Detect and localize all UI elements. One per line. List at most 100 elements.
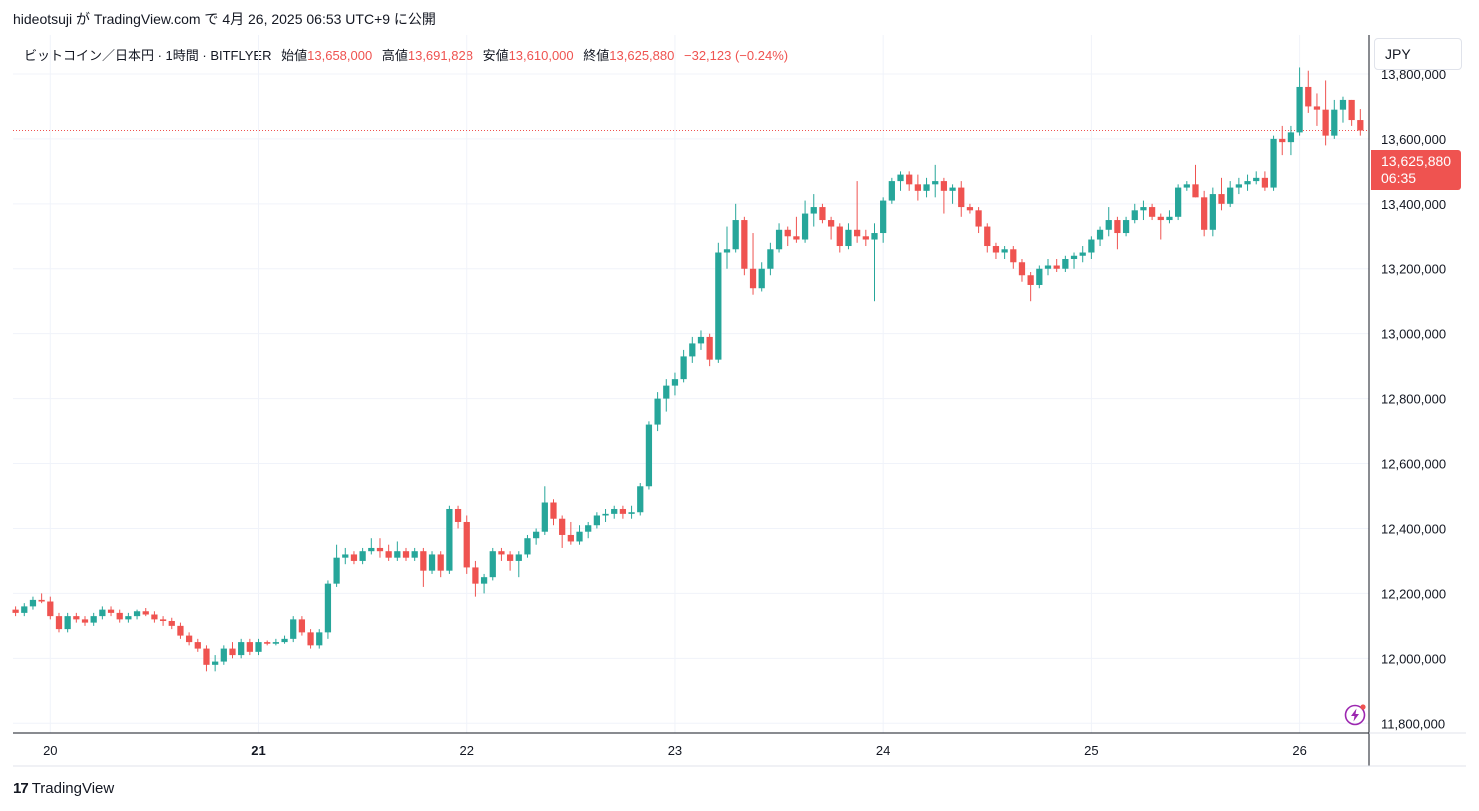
candle <box>862 229 869 247</box>
candle-body <box>1053 265 1060 269</box>
candle <box>637 483 644 516</box>
candle <box>220 645 227 665</box>
candle-body <box>628 512 635 514</box>
candle-body <box>21 606 28 613</box>
candle <box>992 242 1000 260</box>
chart-grid <box>13 35 1369 733</box>
candle-body <box>932 181 939 185</box>
candle-body <box>559 518 566 535</box>
candle <box>1296 67 1303 136</box>
candle <box>533 528 540 545</box>
candle-body <box>732 220 739 250</box>
candle <box>47 596 54 620</box>
candle-body <box>38 599 45 602</box>
candle-body <box>827 220 835 227</box>
candle <box>819 203 826 224</box>
candle-body <box>1296 86 1303 133</box>
candle <box>437 551 444 578</box>
candle <box>567 521 574 545</box>
candle-body <box>1157 216 1164 221</box>
candle <box>541 486 548 535</box>
candle <box>758 262 765 292</box>
candle <box>368 538 375 555</box>
candle <box>1018 259 1026 282</box>
candle-body <box>385 551 392 558</box>
candle-body <box>515 554 522 561</box>
candle <box>888 177 895 204</box>
candle-body <box>671 379 679 386</box>
candle-body <box>428 554 436 571</box>
candle <box>38 593 45 604</box>
candle-body <box>290 619 297 639</box>
candle-body <box>272 642 279 644</box>
candle-body <box>489 551 496 578</box>
candle-body <box>1235 184 1242 188</box>
candle <box>298 616 306 636</box>
candle-body <box>992 246 1000 253</box>
tradingview-brand[interactable]: 17 TradingView <box>13 780 114 797</box>
candle <box>255 638 262 656</box>
candle-body <box>12 609 19 613</box>
close-value: 13,625,880 <box>609 48 675 63</box>
candle-body <box>1131 210 1138 221</box>
candle <box>125 612 132 623</box>
candle <box>350 551 358 565</box>
candle <box>411 547 418 561</box>
candle <box>194 638 201 652</box>
candle-body <box>1096 229 1104 240</box>
candle-body <box>793 236 800 240</box>
lightning-icon[interactable] <box>1344 704 1366 726</box>
candle-body <box>298 619 306 633</box>
candle-body <box>715 252 722 360</box>
candle-body <box>1287 132 1295 143</box>
candle-body <box>316 632 323 646</box>
candle-body <box>897 174 904 182</box>
candle-body <box>472 567 479 584</box>
candle <box>142 608 149 617</box>
candle <box>689 336 696 363</box>
candle <box>645 421 653 490</box>
candle-body <box>880 200 887 234</box>
candle-body <box>854 229 861 237</box>
candle <box>1244 174 1251 191</box>
candle <box>576 525 583 545</box>
candle-body <box>567 534 574 542</box>
candle-body <box>402 551 410 558</box>
candle <box>133 609 141 620</box>
candle <box>1157 213 1164 240</box>
candle <box>1105 207 1112 237</box>
candle <box>394 541 401 561</box>
candle <box>29 596 37 610</box>
candle-body <box>949 187 956 191</box>
candle <box>906 171 913 191</box>
candle-body <box>775 229 783 250</box>
candle <box>741 216 748 276</box>
candle-body <box>758 268 765 289</box>
candle-body <box>437 554 444 571</box>
last-price-tag: 13,625,880 06:35 <box>1371 150 1461 190</box>
candle <box>1166 210 1173 224</box>
candle-body <box>741 220 748 269</box>
candle-body <box>125 616 132 620</box>
candle <box>1070 252 1078 269</box>
candle <box>732 203 739 253</box>
candle <box>342 547 349 565</box>
candle <box>611 505 618 519</box>
candle <box>680 349 687 383</box>
candle-body <box>463 521 470 568</box>
currency-selector[interactable]: JPY <box>1374 38 1462 70</box>
ohlc-legend: ビットコイン／日本円 · 1時間 · BITFLYER 始値13,658,000… <box>24 45 788 64</box>
candle <box>420 547 427 587</box>
high-value: 13,691,828 <box>407 48 473 63</box>
candle <box>168 617 175 630</box>
candle-body <box>159 619 167 621</box>
y-tick-label: 12,600,000 <box>1381 457 1446 472</box>
candle-body <box>784 229 791 237</box>
candle-body <box>576 531 583 542</box>
candle <box>1339 96 1347 123</box>
candle-body <box>107 609 115 613</box>
candle-body <box>585 525 592 532</box>
candle-body <box>1010 249 1017 263</box>
candle-body <box>64 616 71 630</box>
